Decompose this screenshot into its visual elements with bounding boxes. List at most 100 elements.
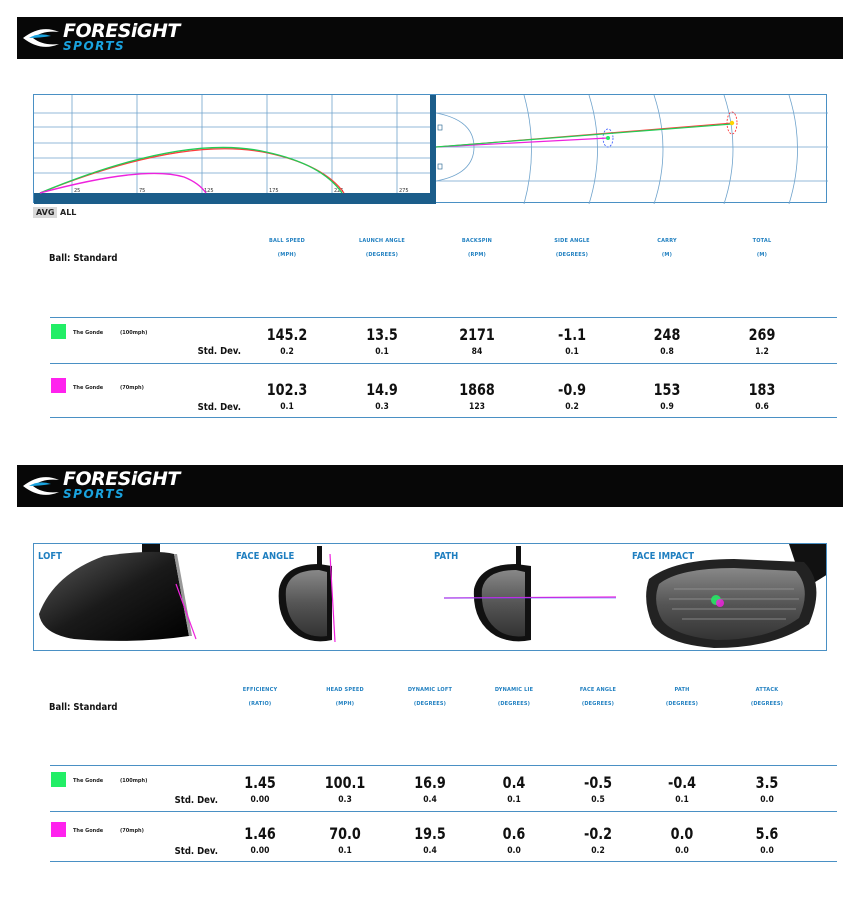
face-impact-club-icon bbox=[646, 544, 826, 648]
value-backspin: 1868 bbox=[459, 380, 495, 399]
std-attack: 0.0 bbox=[760, 795, 774, 805]
value-efficiency: 1.46 bbox=[244, 824, 276, 843]
tab-all[interactable]: ALL bbox=[60, 208, 77, 217]
value-side-angle: -1.1 bbox=[558, 325, 586, 344]
value-path: -0.4 bbox=[668, 773, 696, 792]
col-head-head-speed: HEAD SPEED (MPH) bbox=[326, 687, 364, 707]
value-path: 0.0 bbox=[670, 824, 694, 843]
std-head-speed: 0.3 bbox=[338, 795, 352, 805]
player-color-swatch bbox=[51, 378, 66, 393]
value-attack: 5.6 bbox=[755, 824, 779, 843]
std-side-angle: 0.1 bbox=[565, 347, 579, 357]
col-head-carry: CARRY (M) bbox=[657, 238, 677, 258]
brand-sub: SPORTS bbox=[63, 487, 126, 501]
col-head-backspin: BACKSPIN (RPM) bbox=[461, 238, 493, 258]
tick-label: 275 bbox=[399, 188, 409, 194]
trajectory-player-1 bbox=[39, 146, 343, 194]
player-color-swatch bbox=[51, 772, 66, 787]
value-ball-speed: 145.2 bbox=[266, 325, 308, 344]
value-launch-angle: 13.5 bbox=[366, 325, 398, 344]
std-efficiency: 0.00 bbox=[250, 846, 270, 856]
player-color-swatch bbox=[51, 822, 66, 837]
std-dev-label: Std. Dev. bbox=[197, 346, 241, 357]
value-face-angle: -0.5 bbox=[584, 773, 612, 792]
col-head-dynamic-lie: DYNAMIC LIE (DEGREES) bbox=[494, 687, 534, 707]
tab-avg[interactable]: AVG bbox=[33, 207, 58, 218]
value-carry: 153 bbox=[653, 380, 681, 399]
value-total: 269 bbox=[748, 325, 776, 344]
ball-flight-svg: 25 75 125 175 225 275 bbox=[34, 95, 828, 204]
player-name: The Gonde bbox=[73, 778, 104, 784]
value-dynamic-loft: 16.9 bbox=[414, 773, 446, 792]
brand-name: FORESiGHT bbox=[63, 468, 180, 490]
top-path-player-2 bbox=[435, 137, 609, 148]
club-views-svg bbox=[39, 544, 826, 648]
value-efficiency: 1.45 bbox=[244, 773, 276, 792]
foresight-logo-icon bbox=[23, 29, 59, 47]
trajectory-red bbox=[39, 148, 345, 194]
col-head-path: PATH (DEGREES) bbox=[665, 687, 699, 707]
value-head-speed: 100.1 bbox=[324, 773, 366, 792]
player-name: The Gonde bbox=[73, 330, 104, 336]
club-views-panel: LOFT FACE ANGLE PATH FACE IMPACT bbox=[33, 543, 827, 651]
divider bbox=[50, 811, 837, 812]
brand-banner-top: FORESiGHT SPORTS bbox=[17, 17, 843, 59]
value-dynamic-lie: 0.6 bbox=[502, 824, 526, 843]
path-club-icon bbox=[443, 546, 617, 642]
divider bbox=[50, 417, 837, 418]
std-dev-label: Std. Dev. bbox=[174, 795, 218, 806]
value-backspin: 2171 bbox=[459, 325, 495, 344]
std-carry: 0.8 bbox=[660, 347, 674, 357]
std-carry: 0.9 bbox=[660, 402, 674, 412]
tick-label: 75 bbox=[139, 188, 145, 194]
tick-label: 175 bbox=[269, 188, 279, 194]
col-head-ball-speed: BALL SPEED (MPH) bbox=[268, 238, 306, 258]
col-head-total: TOTAL (M) bbox=[752, 238, 772, 258]
std-launch-angle: 0.1 bbox=[375, 347, 389, 357]
player-speed: (100mph) bbox=[120, 330, 148, 336]
std-dev-label: Std. Dev. bbox=[197, 402, 241, 413]
value-ball-speed: 102.3 bbox=[266, 380, 308, 399]
tick-label: 125 bbox=[204, 188, 214, 194]
trajectory-player-2 bbox=[39, 172, 207, 194]
std-dynamic-lie: 0.1 bbox=[507, 795, 521, 805]
std-dev-label: Std. Dev. bbox=[174, 846, 218, 857]
std-total: 1.2 bbox=[755, 347, 769, 357]
value-carry: 248 bbox=[653, 325, 681, 344]
player-speed: (70mph) bbox=[120, 385, 144, 391]
col-head-efficiency: EFFICIENCY (RATIO) bbox=[242, 687, 278, 707]
value-face-angle: -0.2 bbox=[584, 824, 612, 843]
std-launch-angle: 0.3 bbox=[375, 402, 389, 412]
face-angle-label: FACE ANGLE bbox=[236, 551, 295, 562]
std-face-angle: 0.5 bbox=[591, 795, 605, 805]
divider bbox=[50, 317, 837, 318]
tick-label: 25 bbox=[74, 188, 80, 194]
divider bbox=[50, 861, 837, 862]
loft-label: LOFT bbox=[38, 551, 62, 562]
brand-name: FORESiGHT bbox=[63, 20, 180, 42]
value-head-speed: 70.0 bbox=[329, 824, 361, 843]
col-head-dynamic-loft: DYNAMIC LOFT (DEGREES) bbox=[407, 687, 453, 707]
player-speed: (70mph) bbox=[120, 828, 144, 834]
face-angle-club-icon bbox=[278, 546, 336, 643]
player-name: The Gonde bbox=[73, 828, 104, 834]
divider bbox=[50, 765, 837, 766]
ball-type-label: Ball: Standard bbox=[49, 253, 118, 264]
player-color-swatch bbox=[51, 324, 66, 339]
std-dynamic-loft: 0.4 bbox=[423, 795, 437, 805]
value-total: 183 bbox=[748, 380, 776, 399]
player-speed: (100mph) bbox=[120, 778, 148, 784]
ball-type-label: Ball: Standard bbox=[49, 702, 118, 713]
std-path: 0.0 bbox=[675, 846, 689, 856]
std-face-angle: 0.2 bbox=[591, 846, 605, 856]
foresight-logo-icon bbox=[23, 477, 59, 495]
col-head-attack: ATTACK (DEGREES) bbox=[750, 687, 784, 707]
std-efficiency: 0.00 bbox=[250, 795, 270, 805]
col-head-launch-angle: LAUNCH ANGLE (DEGREES) bbox=[359, 238, 405, 258]
std-total: 0.6 bbox=[755, 402, 769, 412]
brand-sub: SPORTS bbox=[63, 39, 126, 53]
std-ball-speed: 0.2 bbox=[280, 347, 294, 357]
path-label: PATH bbox=[434, 551, 459, 562]
face-impact-label: FACE IMPACT bbox=[632, 551, 695, 562]
player-name: The Gonde bbox=[73, 385, 104, 391]
